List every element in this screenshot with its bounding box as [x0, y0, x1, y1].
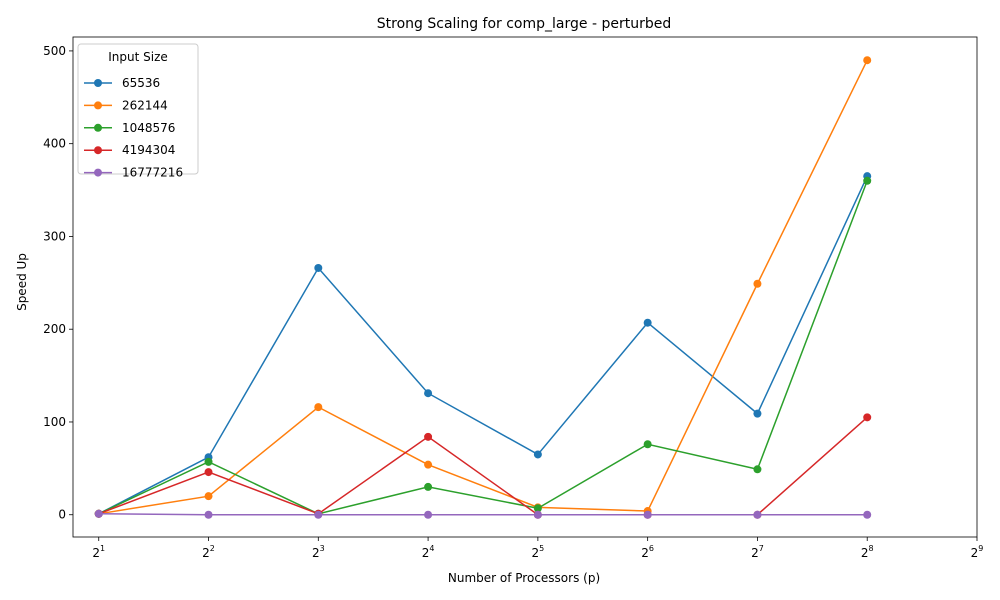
y-tick-label: 0: [58, 508, 66, 522]
data-point: [204, 457, 213, 466]
legend-item-1048576: 1048576: [84, 121, 175, 135]
data-point: [533, 510, 542, 519]
x-tick-label: 29: [971, 544, 984, 560]
legend-marker: [94, 79, 102, 87]
data-point: [533, 504, 542, 513]
data-point: [314, 403, 323, 412]
series-16777216: [94, 509, 872, 519]
x-tick-label: 25: [532, 544, 545, 560]
legend-item-16777216: 16777216: [84, 166, 183, 180]
data-point: [94, 509, 103, 518]
data-point: [753, 465, 762, 474]
data-point: [863, 176, 872, 185]
data-point: [643, 510, 652, 519]
y-tick-label: 100: [43, 415, 66, 429]
y-tick-label: 200: [43, 322, 66, 336]
y-tick-label: 400: [43, 137, 66, 151]
x-tick-label: 28: [861, 544, 874, 560]
y-axis-label: Speed Up: [15, 253, 29, 311]
legend-marker: [94, 146, 102, 155]
x-tick-label: 27: [751, 544, 764, 560]
legend-marker: [94, 168, 102, 177]
legend-box: [77, 43, 199, 175]
series-line: [98, 59, 868, 515]
legend-item-262144: 262144: [84, 98, 168, 112]
x-tick-label: 24: [422, 544, 435, 560]
legend-marker: [94, 123, 102, 132]
axes-layer: 21 22 23 24 25 26 27 28 29 0 100 200 300 400 500: [43, 36, 984, 560]
data-point: [314, 263, 323, 272]
data-point: [204, 468, 213, 477]
data-point: [863, 56, 872, 65]
legend-title: Input Size: [108, 50, 168, 64]
legend: Input Size 65536 262144 1048576 4194304 16777…: [77, 43, 199, 180]
data-point: [753, 279, 762, 288]
series-line: [98, 175, 868, 515]
data-point: [424, 482, 433, 491]
data-point: [424, 510, 433, 519]
data-point: [863, 413, 872, 422]
legend-label: 4194304: [122, 143, 175, 157]
legend-marker: [94, 101, 102, 110]
x-tick-label: 21: [92, 544, 105, 560]
data-point: [863, 510, 872, 519]
x-axis-label: Number of Processors (p): [448, 571, 600, 585]
series-layer: [94, 56, 872, 519]
series-line: [98, 513, 868, 516]
data-point: [753, 510, 762, 519]
x-tick-label: 26: [641, 544, 654, 560]
legend-label: 1048576: [122, 121, 175, 135]
data-point: [533, 450, 542, 459]
data-point: [424, 432, 433, 441]
legend-label: 16777216: [122, 166, 183, 180]
legend-item-4194304: 4194304: [84, 143, 175, 157]
legend-label: 65536: [122, 76, 160, 90]
data-point: [424, 460, 433, 469]
x-tick-label: 22: [202, 544, 215, 560]
data-point: [424, 389, 433, 398]
x-tick-label: 23: [312, 544, 325, 560]
data-point: [204, 510, 213, 519]
data-point: [204, 492, 213, 501]
legend-label: 262144: [122, 98, 168, 112]
data-point: [314, 510, 323, 519]
data-point: [643, 318, 652, 327]
data-point: [643, 440, 652, 449]
data-point: [753, 409, 762, 418]
y-tick-label: 300: [43, 229, 66, 243]
y-tick-label: 500: [43, 44, 66, 58]
legend-item-65536: 65536: [84, 76, 160, 90]
series-262144: [94, 56, 872, 518]
axes-frame: [72, 36, 978, 538]
chart-title: Strong Scaling for comp_large - perturbe…: [377, 16, 671, 32]
series-line: [98, 180, 868, 515]
